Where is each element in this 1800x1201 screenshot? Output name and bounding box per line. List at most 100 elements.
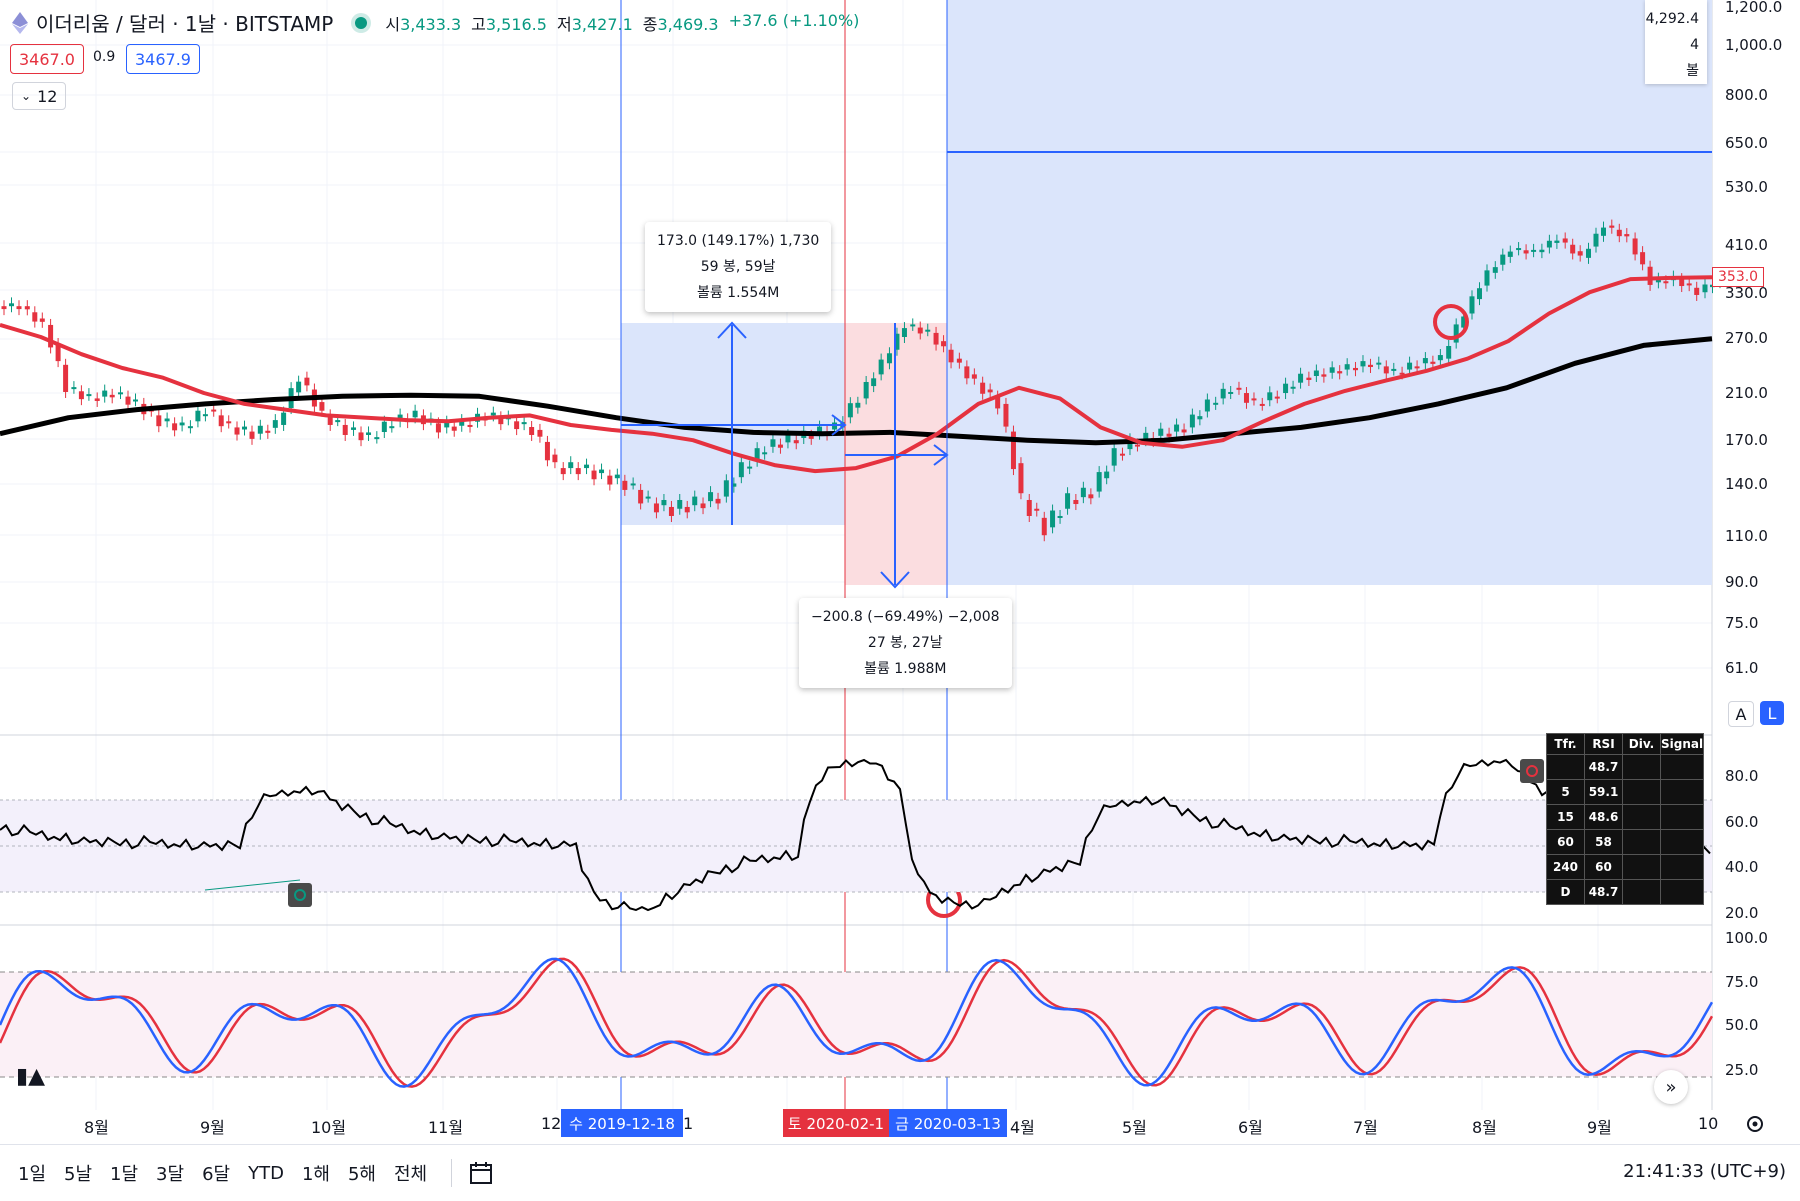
candle — [925, 329, 931, 332]
candle — [1018, 463, 1024, 494]
candle — [109, 394, 115, 398]
divergence-marker — [288, 883, 312, 907]
timeframe-1y[interactable]: 1해 — [301, 1164, 330, 1185]
indicators-count: 12 — [37, 86, 58, 106]
month-label: 11월 — [428, 1118, 464, 1137]
price-axis-label: 90.0 — [1725, 573, 1759, 591]
candle — [1189, 414, 1195, 428]
candle — [1283, 383, 1289, 394]
indicators-toggle[interactable]: ⌄ 12 — [12, 82, 67, 110]
candle — [1593, 233, 1599, 247]
price-axis-label: 800.0 — [1725, 86, 1768, 104]
candle — [16, 306, 22, 310]
candle — [1624, 234, 1630, 237]
candle — [265, 430, 271, 433]
stoch-axis-label: 50.0 — [1725, 1016, 1759, 1034]
candle — [39, 318, 45, 322]
candle — [1344, 364, 1350, 370]
candle — [1640, 252, 1646, 265]
candle — [1274, 396, 1280, 399]
divergence-marker — [1520, 759, 1544, 783]
timeframe-ytd[interactable]: YTD — [248, 1162, 284, 1184]
month-label: 10월 — [311, 1118, 347, 1137]
candle — [1306, 377, 1312, 380]
candle — [529, 427, 535, 435]
highlight-circle — [1433, 304, 1469, 340]
candle — [335, 420, 341, 423]
measure-down-volume: 볼륨 1.988M — [864, 661, 947, 677]
candle — [708, 492, 714, 502]
candle — [1143, 432, 1149, 441]
candle — [1539, 249, 1545, 253]
symbol-header: 이더리움 / 달러 · 1날 · BITSTAMP 시3,433.3 고3,51… — [12, 8, 859, 37]
sell-button[interactable]: 3467.0 — [10, 44, 84, 74]
auto-scale-button[interactable]: A — [1728, 701, 1754, 727]
candle — [607, 475, 613, 485]
price-axis-label: 530.0 — [1725, 178, 1768, 196]
candle — [1073, 499, 1079, 505]
timeframe-5y[interactable]: 5해 — [347, 1164, 376, 1185]
candle — [1329, 367, 1335, 373]
candle — [808, 435, 814, 439]
candle — [1476, 288, 1482, 300]
candle — [1321, 374, 1327, 377]
candle — [1609, 225, 1615, 228]
gear-icon[interactable] — [1745, 1114, 1765, 1134]
candle — [257, 425, 263, 434]
scroll-to-realtime-button[interactable]: » — [1654, 1070, 1688, 1104]
candle — [133, 399, 139, 402]
candle — [366, 432, 372, 435]
candle — [1352, 367, 1358, 371]
candle — [1376, 362, 1382, 365]
clock[interactable]: 21:41:33 (UTC+9) — [1623, 1161, 1786, 1182]
bottom-toolbar: 1일 5날 1달 3달 6달 YTD 1해 5해 전체 21:41:33 (UT… — [0, 1144, 1800, 1201]
candle — [599, 469, 605, 474]
timeframe-6m[interactable]: 6달 — [202, 1164, 231, 1185]
arrow-head — [717, 321, 747, 339]
candle — [645, 496, 651, 499]
candle — [622, 480, 628, 490]
candle — [1010, 431, 1016, 470]
candle — [847, 403, 853, 418]
table-row: D 48.7 — [1546, 879, 1705, 905]
candle — [684, 506, 690, 513]
candle — [1492, 267, 1498, 273]
candle — [1204, 399, 1210, 412]
buy-button[interactable]: 3467.9 — [126, 44, 200, 74]
rsi-axis-label: 40.0 — [1725, 858, 1759, 876]
candle — [723, 480, 729, 497]
candle — [1437, 355, 1443, 361]
symbol-title[interactable]: 이더리움 / 달러 · 1날 · BITSTAMP — [36, 12, 334, 36]
candle — [319, 402, 325, 411]
timeframe-1d[interactable]: 1일 — [18, 1164, 47, 1185]
candle — [164, 418, 170, 422]
candle — [78, 391, 84, 400]
candle — [630, 483, 636, 486]
candle — [568, 462, 574, 469]
candle — [1158, 428, 1164, 436]
candle — [1391, 368, 1397, 371]
timeframe-5d[interactable]: 5날 — [64, 1164, 93, 1185]
log-scale-button[interactable]: L — [1760, 701, 1784, 725]
candle — [381, 421, 387, 433]
long-position-zone — [947, 0, 1712, 585]
stoch-axis-label: 100.0 — [1725, 929, 1768, 947]
candle — [1003, 403, 1009, 427]
candle — [863, 381, 869, 399]
month-label: 6월 — [1238, 1118, 1263, 1137]
candle — [661, 499, 667, 506]
timeframe-3m[interactable]: 3달 — [156, 1164, 185, 1185]
candle — [910, 324, 916, 327]
candle — [48, 324, 54, 348]
candle — [1174, 424, 1180, 432]
timeframe-all[interactable]: 전체 — [393, 1164, 428, 1185]
calendar-icon[interactable] — [468, 1160, 494, 1186]
candle — [1034, 508, 1040, 511]
month-label: 5월 — [1122, 1118, 1147, 1137]
price-axis-label: 61.0 — [1725, 659, 1759, 677]
candle — [1111, 448, 1117, 466]
candle — [281, 412, 287, 425]
timeframe-1m[interactable]: 1달 — [110, 1164, 139, 1185]
candle — [211, 409, 217, 412]
